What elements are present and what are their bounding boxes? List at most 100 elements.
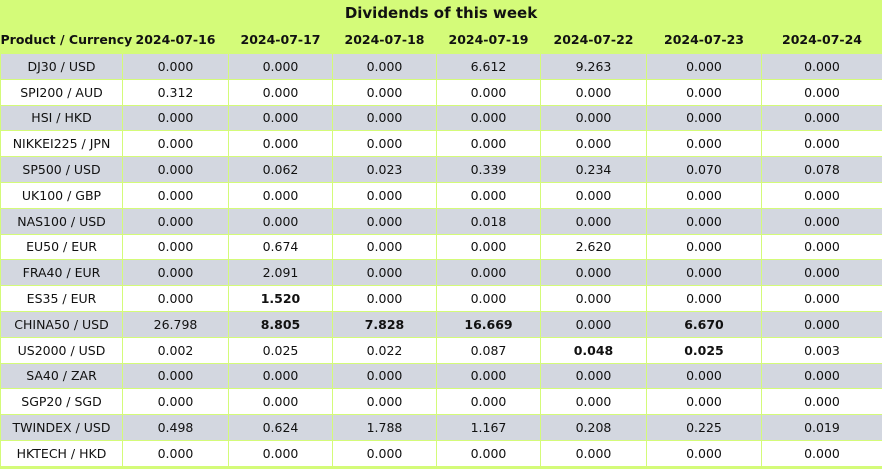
dividend-value-cell: 0.070 (646, 156, 762, 183)
dividend-value-cell: 0.000 (332, 181, 437, 209)
dividend-value-cell: 0.023 (332, 156, 437, 183)
dividends-table: Product / Currency 2024-07-16 2024-07-17… (0, 26, 882, 467)
dividend-value-cell: 0.624 (228, 414, 333, 441)
dividend-value-cell: 0.000 (646, 53, 762, 80)
dividend-value-cell: 0.234 (540, 156, 647, 183)
column-header-date: 2024-07-18 (344, 32, 425, 47)
dividend-value-cell: 0.000 (646, 78, 762, 106)
dividend-value-cell: 0.000 (540, 310, 647, 338)
dividend-value-cell: 2.620 (540, 233, 647, 261)
table-row: FRA40 / EUR 0.000 2.091 0.000 0.000 0.000 0.00… (0, 259, 882, 287)
dividend-value-cell: 8.805 (228, 310, 333, 338)
product-currency-cell: NIKKEI225 / JPN (0, 130, 123, 158)
dividend-value-cell: 0.025 (646, 336, 762, 364)
dividend-value-cell: 0.208 (540, 414, 647, 441)
dividend-value-cell: 0.000 (228, 207, 333, 235)
dividend-value-cell: 7.828 (332, 310, 437, 338)
table-title: Dividends of this week (344, 4, 538, 22)
table-row: NAS100 / USD 0.000 0.000 0.000 0.018 0.000 0.0… (0, 207, 882, 235)
dividend-value-cell: 0.000 (761, 130, 882, 158)
dividend-value-cell: 0.087 (436, 336, 541, 364)
dividend-value-cell: 0.000 (122, 285, 229, 312)
dividend-value-cell: 0.000 (540, 78, 647, 106)
table-row: SA40 / ZAR 0.000 0.000 0.000 0.000 0.000 0.000… (0, 362, 882, 390)
dividend-value-cell: 0.000 (122, 388, 229, 416)
product-currency-cell: NAS100 / USD (0, 207, 123, 235)
dividend-value-cell: 0.312 (122, 78, 229, 106)
dividend-value-cell: 1.167 (436, 414, 541, 441)
dividend-value-cell: 0.000 (646, 285, 762, 312)
dividend-value-cell: 0.000 (646, 233, 762, 261)
product-currency-cell: HSI / HKD (0, 104, 123, 132)
dividend-value-cell: 0.000 (332, 439, 437, 467)
dividend-value-cell: 0.000 (540, 207, 647, 235)
dividend-value-cell: 0.000 (228, 53, 333, 80)
dividend-value-cell: 0.000 (228, 439, 333, 467)
dividend-value-cell: 0.000 (436, 362, 541, 390)
dividend-value-cell: 0.000 (761, 78, 882, 106)
product-currency-cell: SGP20 / SGD (0, 388, 123, 416)
dividend-value-cell: 0.000 (332, 130, 437, 158)
dividend-value-cell: 0.000 (122, 207, 229, 235)
dividend-value-cell: 0.225 (646, 414, 762, 441)
product-currency-cell: SA40 / ZAR (0, 362, 123, 390)
dividend-value-cell: 0.000 (122, 259, 229, 287)
dividend-value-cell: 1.520 (228, 285, 333, 312)
dividend-value-cell: 0.000 (332, 285, 437, 312)
dividend-value-cell: 0.003 (761, 336, 882, 364)
header-row: Product / Currency 2024-07-16 2024-07-17… (1, 26, 882, 54)
dividend-value-cell: 0.000 (122, 233, 229, 261)
dividend-value-cell: 0.000 (228, 181, 333, 209)
dividend-value-cell: 0.674 (228, 233, 333, 261)
dividend-value-cell: 0.000 (436, 285, 541, 312)
dividend-value-cell: 0.000 (646, 104, 762, 132)
dividend-value-cell: 0.000 (540, 439, 647, 467)
dividend-value-cell: 0.000 (436, 78, 541, 106)
table-row: EU50 / EUR 0.000 0.674 0.000 0.000 2.620 0.000… (0, 233, 882, 261)
dividend-value-cell: 2.091 (228, 259, 333, 287)
product-currency-cell: DJ30 / USD (0, 53, 123, 80)
dividend-value-cell: 0.000 (540, 104, 647, 132)
dividend-value-cell: 0.000 (540, 130, 647, 158)
table-row: HKTECH / HKD 0.000 0.000 0.000 0.000 0.000 0.0… (0, 439, 882, 467)
dividend-value-cell: 0.000 (646, 259, 762, 287)
dividend-value-cell: 0.022 (332, 336, 437, 364)
dividend-value-cell: 0.000 (761, 233, 882, 261)
table-row: CHINA50 / USD 26.798 8.805 7.828 16.669 0.000… (0, 310, 882, 338)
dividend-value-cell: 0.000 (122, 362, 229, 390)
dividend-value-cell: 0.000 (646, 207, 762, 235)
table-row: DJ30 / USD 0.000 0.000 0.000 6.612 9.263 0.000… (0, 53, 882, 80)
dividend-value-cell: 0.000 (332, 388, 437, 416)
dividend-value-cell: 0.000 (646, 181, 762, 209)
dividend-value-cell: 0.000 (332, 259, 437, 287)
dividend-value-cell: 0.000 (332, 362, 437, 390)
table-row: NIKKEI225 / JPN 0.000 0.000 0.000 0.000 0.000… (0, 130, 882, 158)
dividend-value-cell: 0.000 (228, 388, 333, 416)
dividend-value-cell: 0.000 (761, 388, 882, 416)
dividend-value-cell: 0.000 (122, 156, 229, 183)
dividend-value-cell: 0.000 (436, 181, 541, 209)
dividend-value-cell: 1.788 (332, 414, 437, 441)
dividend-value-cell: 0.000 (761, 310, 882, 338)
dividend-value-cell: 0.000 (332, 78, 437, 106)
dividend-value-cell: 0.339 (436, 156, 541, 183)
table-row: ES35 / EUR 0.000 1.520 0.000 0.000 0.000 0.000… (0, 285, 882, 312)
dividend-value-cell: 0.062 (228, 156, 333, 183)
dividend-value-cell: 0.000 (122, 53, 229, 80)
dividend-value-cell: 0.000 (436, 130, 541, 158)
dividend-value-cell: 6.612 (436, 53, 541, 80)
dividend-value-cell: 0.000 (436, 439, 541, 467)
table-row: SGP20 / SGD 0.000 0.000 0.000 0.000 0.000 0.00… (0, 388, 882, 416)
dividend-value-cell: 16.669 (436, 310, 541, 338)
dividend-value-cell: 0.078 (761, 156, 882, 183)
table-row: UK100 / GBP 0.000 0.000 0.000 0.000 0.000 0.00… (0, 181, 882, 209)
column-header-product: Product / Currency (0, 32, 133, 47)
column-header-date: 2024-07-16 (135, 32, 216, 47)
dividend-value-cell: 9.263 (540, 53, 647, 80)
dividend-value-cell: 0.000 (228, 104, 333, 132)
dividend-value-cell: 0.000 (332, 104, 437, 132)
dividend-value-cell: 0.025 (228, 336, 333, 364)
dividend-value-cell: 0.000 (122, 104, 229, 132)
dividend-value-cell: 0.498 (122, 414, 229, 441)
dividend-value-cell: 0.000 (332, 207, 437, 235)
